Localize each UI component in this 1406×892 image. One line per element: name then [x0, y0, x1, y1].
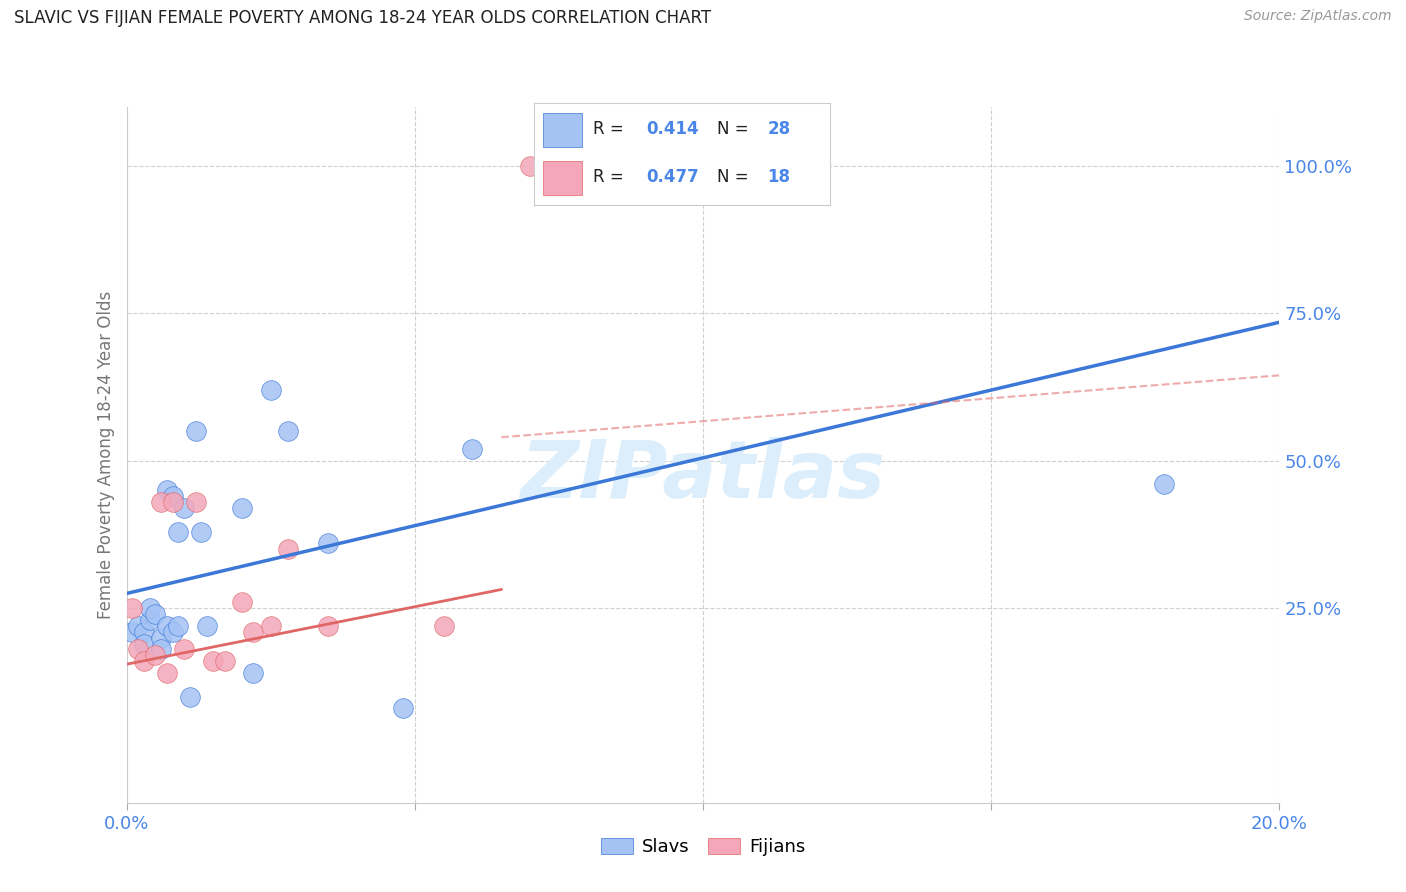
Fijians [162, 495, 184, 509]
Legend: Slavs, Fijians: Slavs, Fijians [593, 830, 813, 863]
Slavs [156, 619, 179, 633]
Fijians [150, 495, 173, 509]
Slavs [138, 601, 160, 615]
Fijians [145, 648, 166, 663]
Slavs [195, 619, 218, 633]
Slavs [167, 524, 190, 539]
Text: R =: R = [593, 120, 630, 138]
Text: 0.414: 0.414 [647, 120, 699, 138]
Text: N =: N = [717, 169, 754, 186]
Fijians [277, 542, 299, 557]
Slavs [132, 624, 155, 639]
Slavs [184, 425, 207, 439]
Fijians [127, 642, 149, 657]
Slavs [138, 613, 160, 627]
Slavs [242, 666, 264, 681]
Slavs [173, 500, 195, 515]
Bar [543, 161, 582, 194]
Text: 0.477: 0.477 [647, 169, 699, 186]
Text: SLAVIC VS FIJIAN FEMALE POVERTY AMONG 18-24 YEAR OLDS CORRELATION CHART: SLAVIC VS FIJIAN FEMALE POVERTY AMONG 18… [14, 9, 711, 27]
Text: R =: R = [593, 169, 630, 186]
Text: N =: N = [717, 120, 754, 138]
Text: 18: 18 [768, 169, 790, 186]
Slavs [121, 624, 143, 639]
Fijians [242, 624, 264, 639]
Text: ZIPatlas: ZIPatlas [520, 437, 886, 515]
Bar [543, 112, 582, 146]
Slavs [156, 483, 179, 498]
Fijians [231, 595, 253, 609]
Slavs [1153, 477, 1175, 491]
Slavs [167, 619, 190, 633]
Fijians [132, 654, 155, 668]
Slavs [179, 690, 201, 704]
Text: Source: ZipAtlas.com: Source: ZipAtlas.com [1244, 9, 1392, 23]
Slavs [150, 642, 173, 657]
Slavs [277, 425, 299, 439]
Fijians [318, 619, 340, 633]
Slavs [132, 637, 155, 651]
Slavs [190, 524, 212, 539]
Slavs [150, 631, 173, 645]
Fijians [184, 495, 207, 509]
Fijians [433, 619, 456, 633]
Text: 28: 28 [768, 120, 790, 138]
Fijians [519, 159, 541, 173]
Slavs [145, 607, 166, 621]
Fijians [121, 601, 143, 615]
Slavs [259, 383, 281, 397]
Slavs [127, 619, 149, 633]
Fijians [173, 642, 195, 657]
Slavs [392, 701, 415, 715]
Slavs [162, 489, 184, 503]
Fijians [214, 654, 236, 668]
Fijians [259, 619, 281, 633]
Slavs [461, 442, 484, 456]
Y-axis label: Female Poverty Among 18-24 Year Olds: Female Poverty Among 18-24 Year Olds [97, 291, 115, 619]
Slavs [162, 624, 184, 639]
Slavs [231, 500, 253, 515]
Fijians [156, 666, 179, 681]
Fijians [202, 654, 225, 668]
Slavs [318, 536, 340, 550]
